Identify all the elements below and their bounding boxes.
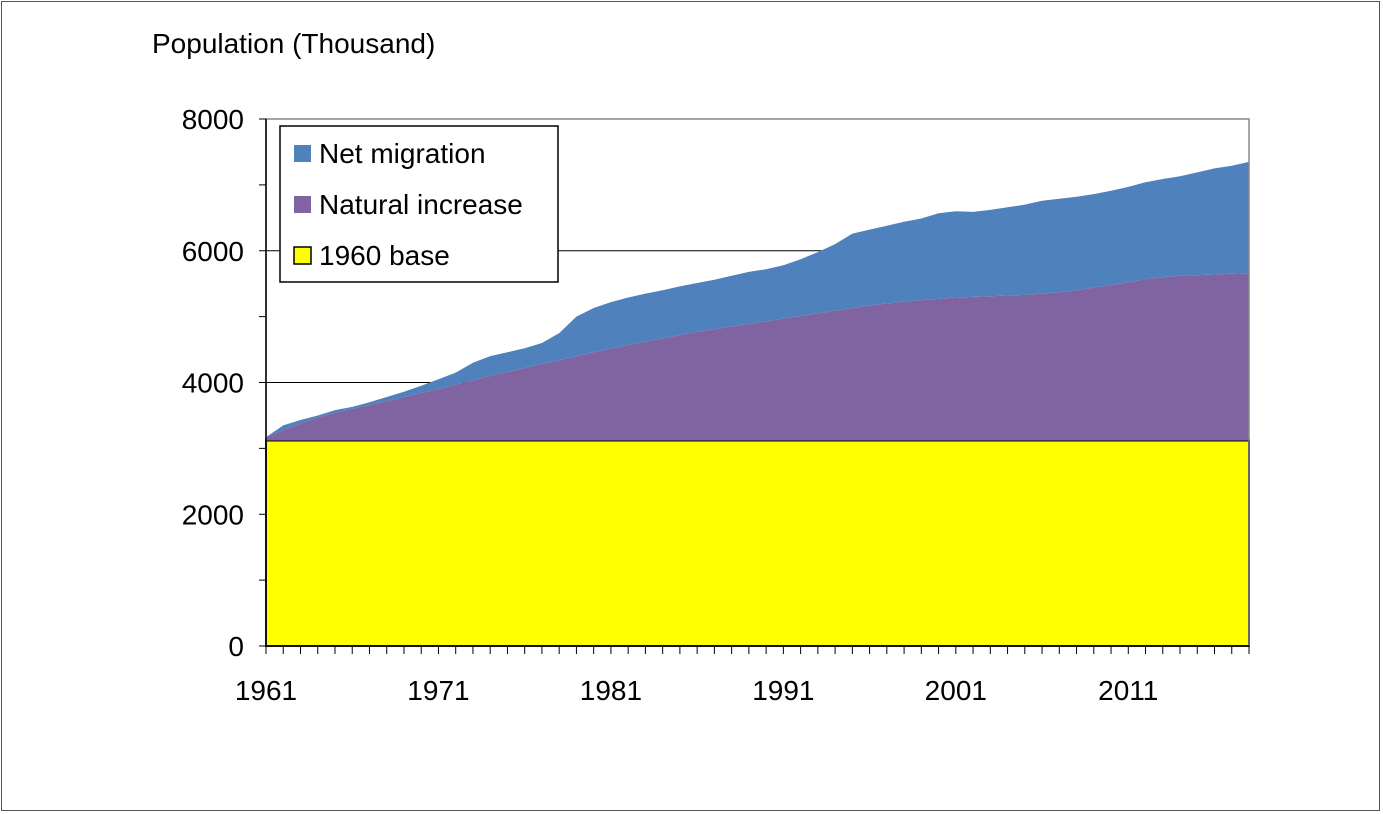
x-tick-label-1981: 1981 <box>580 675 642 706</box>
area-net-migration <box>266 161 1249 438</box>
y-tick-label-2000: 2000 <box>182 499 244 530</box>
y-tick-label-6000: 6000 <box>182 236 244 267</box>
legend-swatch-1960-base <box>293 246 312 265</box>
legend: Net migration Natural increase 1960 base <box>279 125 559 283</box>
y-tick-label-4000: 4000 <box>182 368 244 399</box>
x-tick-label-2001: 2001 <box>925 675 987 706</box>
legend-box <box>279 125 559 283</box>
x-tick-label-2011: 2011 <box>1098 675 1158 706</box>
legend-label-1960-base: 1960 base <box>319 240 450 271</box>
x-tick-label-1971: 1971 <box>407 675 469 706</box>
x-tick-label-1991: 1991 <box>752 675 814 706</box>
x-tick-label-1961: 1961 <box>235 675 297 706</box>
legend-swatch-net-migration <box>294 145 311 162</box>
legend-label-natural-increase: Natural increase <box>319 189 523 220</box>
legend-swatch-natural-increase <box>294 196 311 213</box>
plot-area: 0 2000 4000 6000 8000 1961 1971 1981 1991 2001 201… <box>182 104 1250 706</box>
y-tick-label-8000: 8000 <box>182 104 244 135</box>
y-axis-title: Population (Thousand) <box>152 28 435 59</box>
area-natural-increase <box>266 273 1249 441</box>
legend-label-net-migration: Net migration <box>319 138 486 169</box>
y-tick-label-0: 0 <box>228 631 244 662</box>
area-1960-base <box>265 439 1250 647</box>
